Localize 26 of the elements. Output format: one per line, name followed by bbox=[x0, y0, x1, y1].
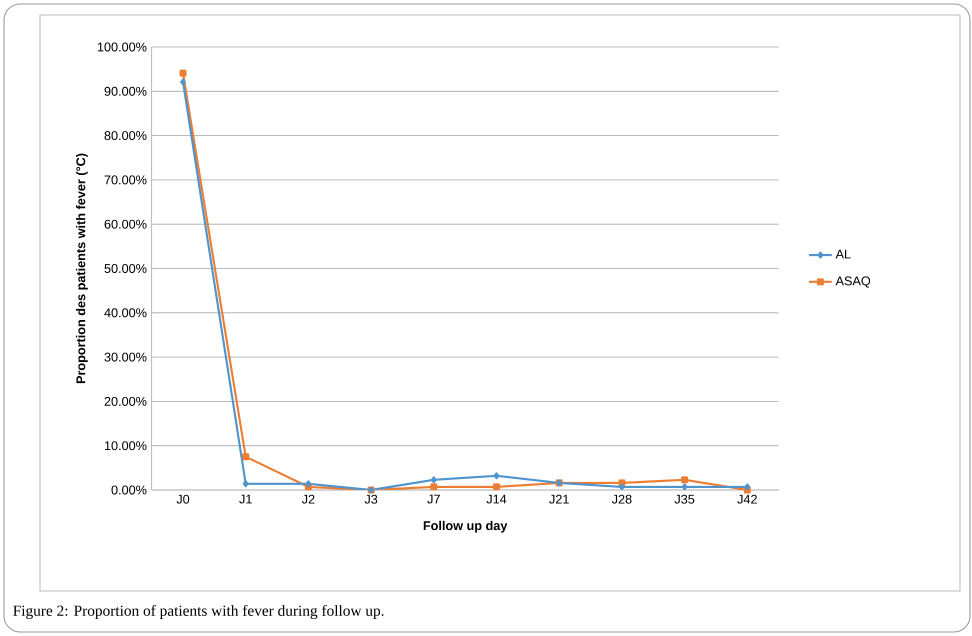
x-tick-label: J7 bbox=[427, 494, 440, 504]
y-axis-title: Proportion des patients with fever (°C) bbox=[76, 154, 88, 384]
y-tick-label: 80.00% bbox=[104, 131, 146, 140]
y-tick-label: 20.00% bbox=[104, 396, 146, 406]
x-tick-label: J1 bbox=[239, 494, 252, 504]
y-tick-label: 50.00% bbox=[104, 264, 146, 273]
x-tick-label: J2 bbox=[302, 494, 314, 504]
x-tick-label: J14 bbox=[486, 494, 506, 504]
x-tick-label: J0 bbox=[176, 494, 190, 504]
y-tick-label: 30.00% bbox=[104, 352, 146, 362]
y-tick-label: 70.00% bbox=[104, 175, 146, 184]
y-tick-label: 10.00% bbox=[104, 441, 146, 450]
y-tick-label: 90.00% bbox=[104, 86, 146, 96]
y-tick-label: 100.00% bbox=[98, 42, 146, 52]
x-tick-label: J28 bbox=[612, 494, 632, 504]
y-tick-label: 0.00% bbox=[112, 486, 146, 494]
x-tick-label: J35 bbox=[674, 494, 694, 504]
legend-label: AL bbox=[836, 250, 851, 258]
legend-label: ASAQ bbox=[836, 276, 870, 288]
x-tick-label: J42 bbox=[737, 494, 757, 504]
caption: Figure 2: Proportion of patients with fever during follow up. bbox=[13, 604, 384, 620]
x-tick-label: J3 bbox=[364, 494, 378, 504]
y-tick-label: 40.00% bbox=[104, 308, 146, 318]
x-axis-title: Follow up day bbox=[424, 520, 508, 533]
x-tick-label: J21 bbox=[549, 494, 569, 504]
y-tick-label: 60.00% bbox=[104, 220, 146, 229]
